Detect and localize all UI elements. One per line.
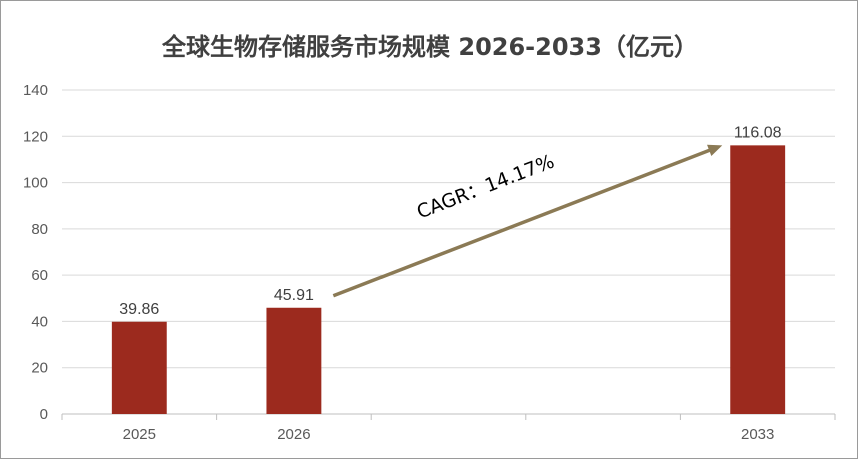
y-tick-label: 0 xyxy=(40,406,48,423)
x-tick-label-2026: 2026 xyxy=(277,426,310,443)
y-tick-label: 80 xyxy=(31,221,48,238)
data-label-2033: 116.08 xyxy=(734,124,782,141)
x-tick-label-2033: 2033 xyxy=(741,426,774,443)
chart-title: 全球生物存储服务市场规模 2026-2033（亿元） xyxy=(162,33,698,61)
y-tick-label: 120 xyxy=(23,128,48,145)
y-tick-label: 140 xyxy=(23,82,48,99)
y-tick-label: 20 xyxy=(31,360,48,377)
annotation: CAGR：14.17% xyxy=(332,144,723,298)
bar-2026 xyxy=(266,307,322,414)
data-label-2025: 39.86 xyxy=(119,301,159,318)
bars xyxy=(111,145,786,414)
bar-2025 xyxy=(111,321,167,414)
y-tick-label: 60 xyxy=(31,267,48,284)
labels: 0 20 40 60 80 100 120 140 39.86 2025 45.91 2026 116.… xyxy=(23,82,782,443)
bar-2033 xyxy=(730,145,786,414)
y-tick-label: 40 xyxy=(31,313,48,330)
y-tick-label: 100 xyxy=(23,175,48,192)
gridlines xyxy=(62,89,835,369)
cagr-label: CAGR：14.17% xyxy=(414,150,557,223)
cagr-arrow-line xyxy=(332,147,713,298)
axes xyxy=(61,413,836,420)
cagr-arrow-head xyxy=(707,144,723,157)
x-tick-label-2025: 2025 xyxy=(123,426,156,443)
data-label-2026: 45.91 xyxy=(274,287,314,304)
